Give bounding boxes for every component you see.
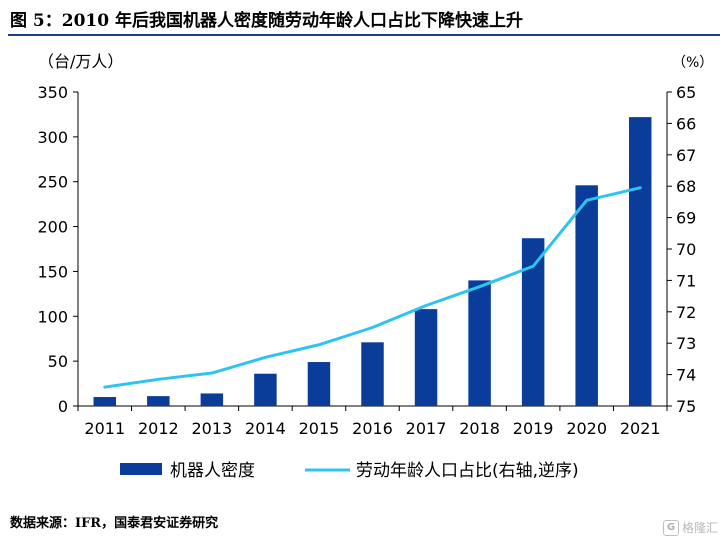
x-tick-label: 2021	[620, 419, 661, 438]
x-tick-label: 2013	[192, 419, 233, 438]
right-tick-label: 65	[676, 83, 696, 102]
watermark-logo: G	[662, 519, 679, 536]
right-axis-unit: （%）	[672, 55, 713, 71]
line-series	[103, 186, 642, 389]
right-tick-label: 74	[676, 366, 696, 385]
bar	[575, 185, 598, 406]
bar	[361, 342, 384, 406]
x-tick-label: 2020	[566, 419, 607, 438]
left-tick-label: 200	[37, 218, 68, 237]
left-axis-unit: （台/万人）	[38, 52, 123, 71]
bar	[254, 373, 277, 406]
left-tick-label: 150	[37, 262, 68, 281]
right-tick-label: 70	[676, 240, 696, 259]
right-tick-label: 72	[676, 303, 696, 322]
legend: 机器人密度 劳动年龄人口占比(右轴,逆序)	[120, 461, 579, 481]
watermark: G 格隆汇	[662, 519, 718, 536]
left-tick-label: 300	[37, 128, 68, 147]
left-tick-label: 0	[58, 397, 68, 416]
x-tick-label: 2014	[245, 419, 286, 438]
left-y-axis: 0 50 100 150 200 250 300 350	[37, 83, 79, 416]
chart: 0 50 100 150 200 250 300 350 65 66 67 68 69 70 71 72 73…	[37, 52, 713, 481]
bar	[521, 238, 545, 406]
bar-series	[93, 117, 652, 407]
right-tick-label: 71	[676, 271, 696, 290]
x-tick-label: 2015	[299, 419, 340, 438]
bar	[468, 280, 491, 406]
legend-bar-swatch	[120, 463, 162, 475]
title-underline	[8, 34, 720, 36]
bar	[147, 396, 170, 406]
chart-title: 图 5：2010 年后我国机器人密度随劳动年龄人口占比下降快速上升	[10, 11, 523, 31]
right-tick-label: 68	[676, 177, 696, 196]
x-tick-label: 2011	[84, 419, 125, 438]
bar	[414, 309, 438, 406]
bar	[307, 362, 331, 406]
x-tick-label: 2016	[352, 419, 393, 438]
x-axis: 2011 2012 2013 2014 2015 2016 2017 2018 2019 2020…	[77, 405, 668, 438]
x-tick-label: 2012	[138, 419, 179, 438]
bar	[628, 117, 652, 407]
x-tick-label: 2017	[406, 419, 447, 438]
data-source: 数据来源：IFR，国泰君安证券研究	[10, 516, 219, 531]
left-tick-label: 100	[37, 307, 68, 326]
watermark-text: 格隆汇	[681, 521, 718, 535]
bar	[200, 393, 224, 406]
right-tick-label: 75	[676, 397, 696, 416]
left-tick-label: 350	[37, 83, 68, 102]
legend-line-label: 劳动年龄人口占比(右轴,逆序)	[356, 461, 579, 481]
right-tick-label: 67	[676, 146, 696, 165]
right-tick-label: 69	[676, 209, 696, 228]
legend-bar-label: 机器人密度	[170, 461, 255, 481]
x-tick-label: 2018	[459, 419, 500, 438]
right-y-axis: 65 66 67 68 69 70 71 72 73 74 75	[666, 83, 696, 416]
right-tick-label: 73	[676, 334, 696, 353]
x-tick-label: 2019	[513, 419, 554, 438]
left-tick-label: 50	[48, 352, 68, 371]
bar	[93, 397, 117, 406]
left-tick-label: 250	[37, 173, 68, 192]
right-tick-label: 66	[676, 114, 696, 133]
